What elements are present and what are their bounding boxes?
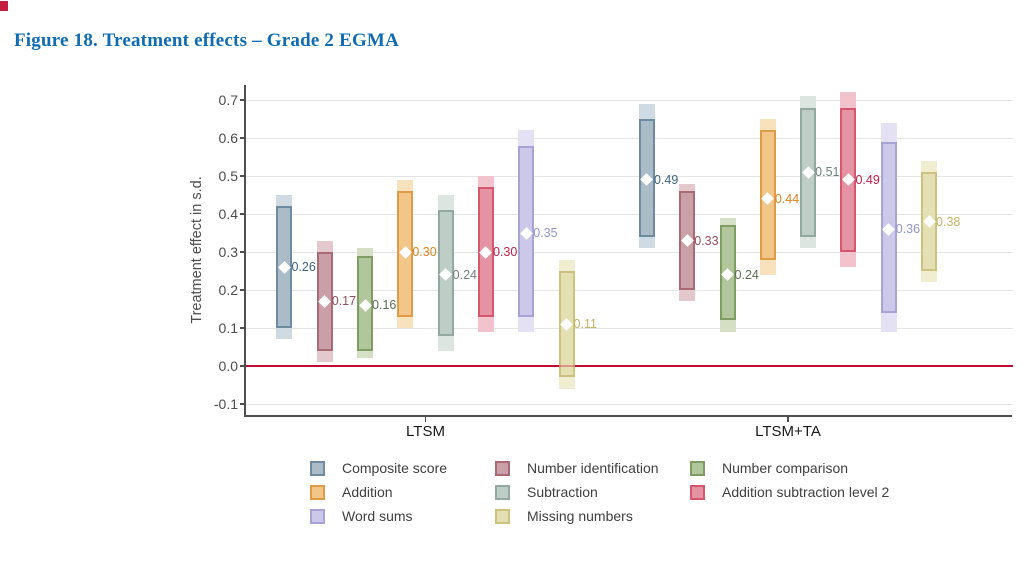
estimate-label: 0.35 (533, 226, 558, 240)
y-tick-label: 0.0 (218, 358, 238, 374)
zero-line-through-bar (558, 364, 575, 368)
y-tick-label: 0.2 (218, 282, 238, 298)
y-tick-mark (240, 213, 245, 215)
y-tick-mark (240, 365, 245, 367)
estimate-label: 0.16 (372, 298, 397, 313)
y-tick-mark (240, 327, 245, 329)
y-tick-label: 0.1 (218, 320, 238, 336)
y-tick-mark (240, 251, 245, 253)
estimate-label: 0.24 (452, 267, 477, 282)
estimate-label: 0.49 (855, 172, 880, 187)
x-axis-line (244, 415, 1012, 417)
estimate-label: 0.38 (936, 214, 961, 229)
gridline (245, 327, 1013, 329)
gridline (245, 213, 1013, 215)
corner-mark (0, 1, 8, 11)
estimate-label: 0.51 (815, 165, 840, 180)
estimate-label: 0.26 (291, 260, 316, 275)
estimate-label: 0.11 (573, 317, 597, 332)
y-tick-mark (240, 175, 245, 177)
x-tick-mark (424, 416, 427, 422)
estimate-label: 0.49 (653, 172, 679, 187)
gridline (245, 137, 1013, 139)
y-tick-mark (240, 99, 245, 101)
y-tick-label: 0.4 (218, 206, 238, 222)
y-tick-mark (240, 403, 245, 405)
zero-reference-line (245, 364, 1013, 368)
x-tick-mark (787, 416, 789, 422)
gridline (245, 175, 1013, 177)
gridline (245, 99, 1013, 101)
y-tick-label: 0.7 (218, 92, 238, 108)
x-tick-label-ltsm-ta: LTSM+TA (755, 423, 821, 440)
estimate-label: 0.30 (492, 245, 518, 259)
x-tick-label-ltsm: LTSM (406, 423, 445, 440)
estimate-label: 0.30 (412, 245, 437, 259)
y-axis-line (244, 85, 246, 417)
estimate-label: 0.36 (895, 222, 921, 237)
gridline (245, 289, 1013, 291)
estimate-label: 0.17 (331, 294, 357, 309)
gridline (245, 403, 1013, 405)
figure-title: Figure 18. Treatment effects – Grade 2 E… (14, 30, 399, 51)
y-tick-mark (240, 137, 245, 139)
estimate-label: 0.33 (694, 233, 719, 248)
estimate-label: 0.24 (734, 267, 759, 282)
y-tick-label: 0.6 (218, 130, 238, 146)
gridline (245, 251, 1013, 253)
y-tick-label: 0.5 (218, 168, 238, 184)
y-tick-label: 0.3 (218, 244, 238, 260)
estimate-label: 0.44 (774, 191, 800, 206)
y-tick-mark (240, 289, 245, 291)
y-tick-label: -0.1 (213, 396, 238, 412)
